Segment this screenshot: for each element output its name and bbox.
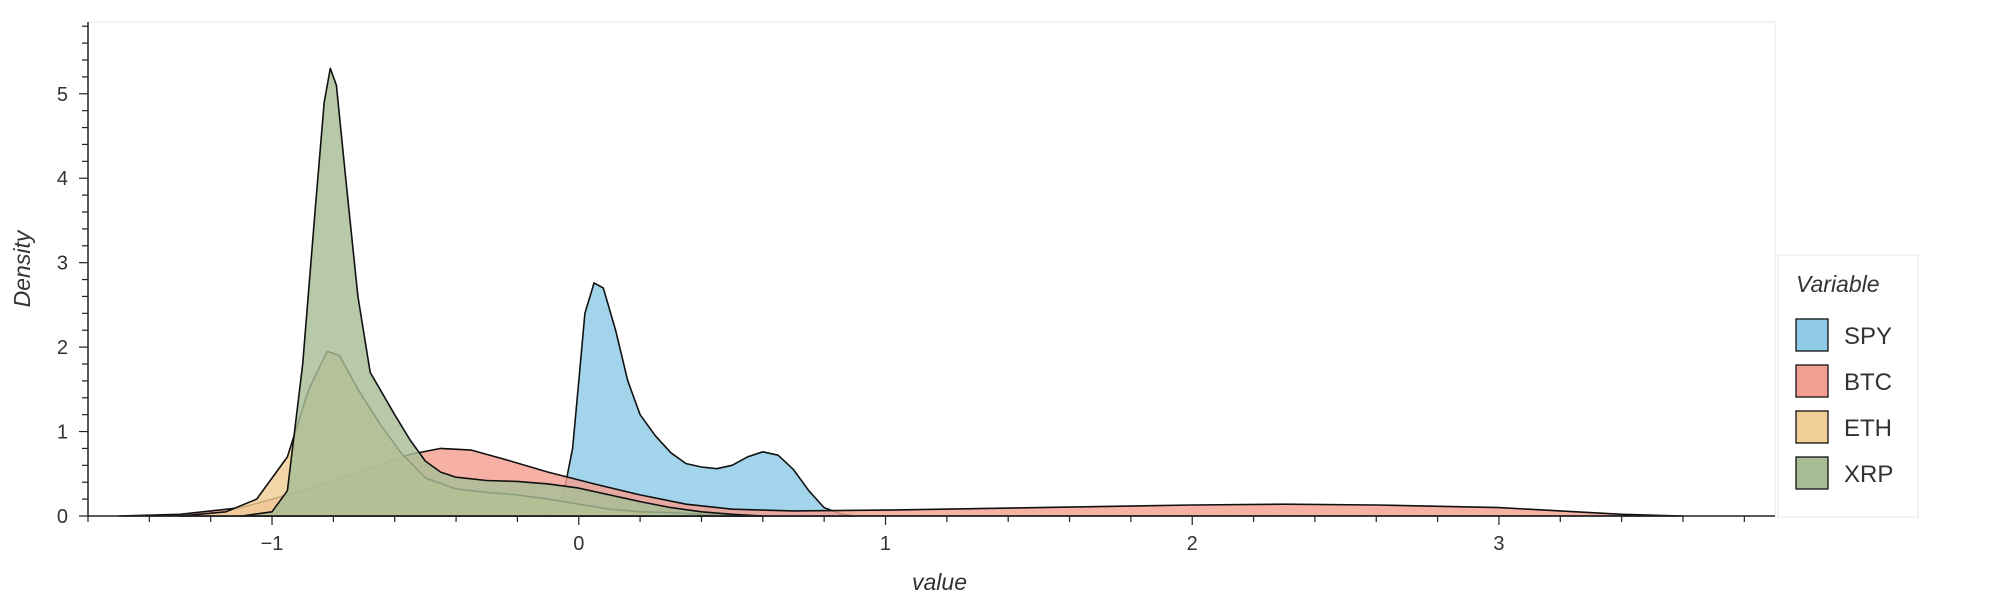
legend-label-eth: ETH xyxy=(1844,415,1892,442)
x-axis-label: value xyxy=(912,569,967,595)
legend-swatch-spy xyxy=(1795,318,1829,352)
legend-title: Variable xyxy=(1796,271,1880,297)
legend-label-xrp: XRP xyxy=(1844,461,1893,488)
x-tick-label: 0 xyxy=(573,533,584,555)
x-tick-label: −1 xyxy=(261,533,284,555)
legend-label-spy: SPY xyxy=(1844,323,1892,350)
x-tick-label: 2 xyxy=(1187,533,1198,555)
legend-swatch-btc xyxy=(1795,364,1829,398)
x-tick-label: 1 xyxy=(880,533,891,555)
x-tick-label: 3 xyxy=(1493,533,1504,555)
y-tick-label: 4 xyxy=(57,168,68,190)
legend-swatch-eth xyxy=(1795,410,1829,444)
y-tick-label: 3 xyxy=(57,253,68,275)
y-tick-label: 1 xyxy=(57,422,68,444)
density-area-spy xyxy=(516,282,856,517)
legend-swatch-xrp xyxy=(1795,456,1829,490)
y-tick-label: 0 xyxy=(57,506,68,528)
legend-label-btc: BTC xyxy=(1844,369,1892,396)
density-area-xrp xyxy=(240,67,764,517)
y-tick-label: 2 xyxy=(57,337,68,359)
plot-frame xyxy=(88,21,1776,516)
y-tick-label: 5 xyxy=(57,84,68,106)
y-axis-label: Density xyxy=(9,229,35,307)
